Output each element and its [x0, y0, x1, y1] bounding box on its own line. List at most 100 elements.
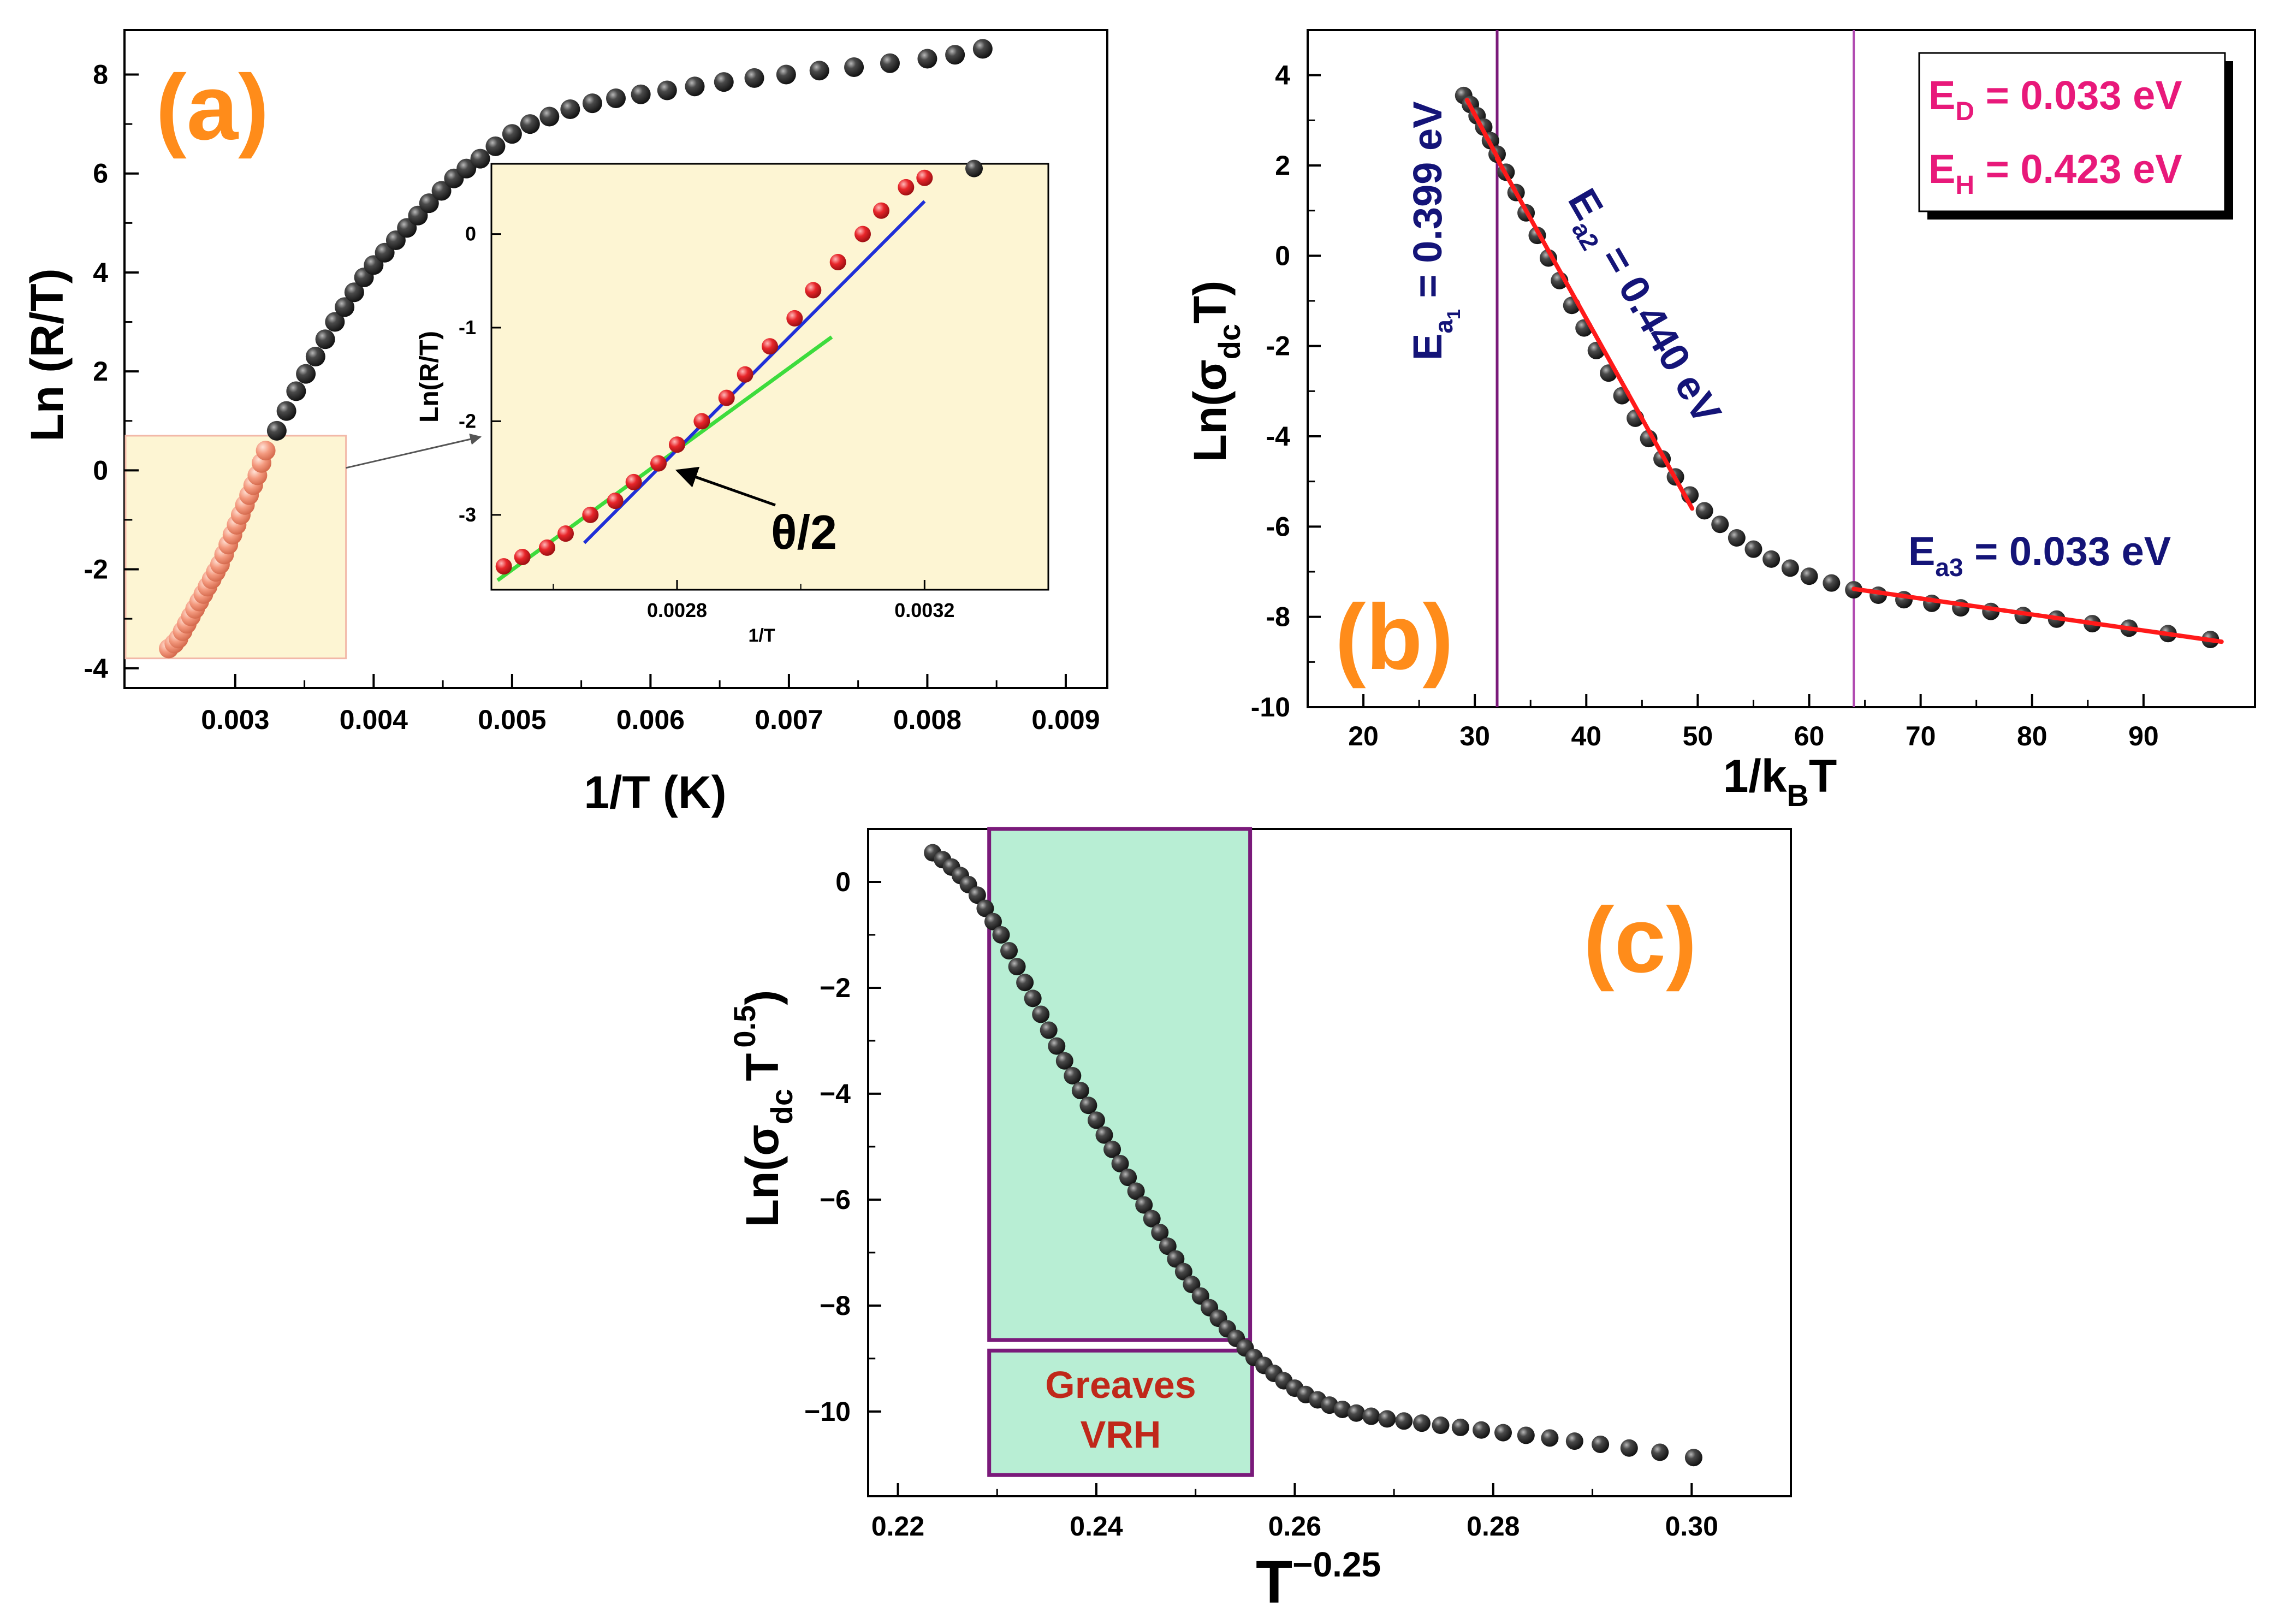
- panel-a-data-point: [945, 45, 965, 65]
- panel-a-data-point: [325, 312, 345, 332]
- panel-b-y-axis-label: Ln(σdcT): [1184, 281, 1247, 463]
- inset-points: [495, 159, 983, 575]
- inset-data-point: [495, 558, 512, 575]
- panel-a-x-tick-label: 0.003: [201, 704, 269, 735]
- panel-a-data-point: [744, 68, 764, 88]
- panel-c-data-point: [1087, 1111, 1105, 1129]
- panel-b-fit-lines: [1464, 98, 2224, 644]
- panel-c-data-point: [1362, 1407, 1380, 1425]
- inset-y-tick-label: -1: [459, 316, 476, 339]
- panel-a-y-tick-label: -2: [84, 554, 108, 585]
- legend-eh-text: EH = 0.423 eV: [1928, 146, 2182, 200]
- inset-x-tick-label: 0.0028: [647, 599, 707, 621]
- vrh-label-line1: Greaves: [1045, 1364, 1196, 1406]
- inset-data-point: [514, 549, 531, 565]
- panel-c-ticks: 0.22 0.24 0.26 0.28 0.30 −10 −8 −6 −4 −2 0: [804, 867, 1718, 1542]
- ea3-annotation: Ea3 = 0.033 eV: [1908, 529, 2171, 582]
- vrh-label-box: [987, 1348, 1254, 1477]
- legend-ed-text: ED = 0.033 eV: [1928, 73, 2182, 126]
- panel-a-y-tick-label: 0: [93, 455, 108, 485]
- panel-c-x-tick-label: 0.26: [1268, 1511, 1321, 1542]
- panel-c-data-point: [1135, 1196, 1153, 1214]
- panel-c-data-point: [1111, 1154, 1129, 1172]
- panel-b-data-point: [1762, 550, 1781, 568]
- theta-arrow: [675, 466, 776, 507]
- panel-a-label: (a): [156, 56, 269, 159]
- panel-a-data-point: [256, 441, 276, 461]
- panel-c-data-point: [1119, 1169, 1137, 1187]
- panel-a-y-axis-label: Ln (R/T): [21, 268, 73, 441]
- inset-data-point: [916, 169, 933, 186]
- panel-b-y-tick-label: -6: [1266, 511, 1290, 542]
- panel-c-data-point: [1395, 1412, 1413, 1430]
- inset-data-point: [786, 310, 803, 327]
- panel-c-data-point: [1008, 958, 1026, 976]
- panel-c-data-point: [1651, 1443, 1669, 1461]
- panel-b-data-point: [1744, 540, 1762, 558]
- inset-data-point: [607, 493, 624, 509]
- vrh-region: [987, 827, 1253, 1342]
- panel-a-y-tick-label: 4: [93, 257, 108, 288]
- panel-b-data-point: [1800, 567, 1818, 585]
- panel-c-x-tick-label: 0.24: [1070, 1511, 1123, 1542]
- inset-data-point: [873, 202, 889, 219]
- panel-b-red-fit-line: [1851, 586, 2224, 644]
- panel-b-x-tick-label: 60: [1794, 721, 1825, 751]
- panel-b-label: (b): [1335, 585, 1453, 689]
- panel-c-x-tick-label: 0.28: [1467, 1511, 1520, 1542]
- inset-y-tick-label: -3: [459, 503, 476, 526]
- panel-b-red-fit-line: [1464, 98, 1502, 163]
- panel-c-data-point: [1071, 1082, 1089, 1100]
- panel-c-data-point: [1127, 1182, 1145, 1200]
- panel-a-data-point: [431, 181, 452, 201]
- panel-b-y-tick-label: -4: [1266, 421, 1291, 452]
- panel-b-data-point: [1728, 529, 1746, 547]
- panel-c-y-tick-label: −10: [804, 1396, 851, 1427]
- panel-a: 0.003 0.004 0.005 0.006 0.007 0.008 0.009-4-20…: [21, 29, 1108, 818]
- panel-b-y-tick-label: 4: [1275, 60, 1290, 91]
- panel-c-data-point: [1143, 1210, 1161, 1228]
- panel-b-x-tick-label: 80: [2017, 721, 2047, 751]
- panel-c-data-point: [1159, 1237, 1177, 1255]
- inset-ticks: 0.0028 0.0032 -3 -2 -1 0: [459, 223, 954, 621]
- panel-a-data-point: [485, 136, 506, 156]
- panel-a-data-point: [917, 49, 937, 69]
- inset-data-point: [693, 413, 710, 430]
- panel-c-x-axis-label: T−0.25: [1256, 1545, 1381, 1616]
- inset-x-tick-label: 0.0032: [894, 599, 954, 621]
- panel-c-data-point: [1016, 974, 1034, 992]
- panel-b-x-axis-label: 1/kBT: [1723, 750, 1837, 813]
- panel-c-x-tick-label: 0.22: [871, 1511, 924, 1542]
- panel-c-data-point: [1451, 1418, 1469, 1436]
- inset-extra-point: [965, 159, 983, 177]
- panel-b-red-fit-line: [1495, 156, 1695, 511]
- panel-c-data-point: [1024, 989, 1042, 1007]
- panel-b-data-point: [1823, 574, 1841, 592]
- inset-data-point: [669, 436, 685, 453]
- panel-b-x-tick-label: 50: [1683, 721, 1713, 751]
- theta-half-label: θ/2: [771, 505, 837, 559]
- panel-a-data-point: [502, 124, 522, 144]
- panel-b-x-tick-label: 20: [1348, 721, 1379, 751]
- panel-c-data-point: [1565, 1432, 1583, 1450]
- panel-c-data-point: [1592, 1435, 1610, 1453]
- inset-y-tick-label: 0: [465, 223, 476, 245]
- inset-data-point: [625, 473, 642, 490]
- panel-a-x-tick-label: 0.007: [755, 704, 823, 735]
- inset-data-point: [650, 455, 667, 472]
- panel-a-data-point: [419, 193, 439, 214]
- panel-a-y-tick-label: -4: [84, 653, 109, 684]
- panel-b-y-tick-label: -8: [1266, 602, 1290, 632]
- panel-c-data-point: [1413, 1414, 1431, 1432]
- panel-c-data-point: [976, 899, 994, 917]
- panel-c-data-point: [1032, 1005, 1050, 1023]
- panel-a-ticks: 0.003 0.004 0.005 0.006 0.007 0.008 0.009-4-20…: [84, 60, 1100, 735]
- panel-a-data-point: [809, 61, 829, 81]
- panel-c-y-tick-label: 0: [835, 867, 851, 897]
- panel-a-data-point: [276, 401, 296, 421]
- inset-data-point: [737, 366, 753, 383]
- panel-c-data-point: [1541, 1429, 1559, 1447]
- panel-a-data-point: [266, 420, 287, 441]
- panel-c-data-point: [1333, 1400, 1351, 1418]
- panel-b-y-tick-label: -2: [1266, 331, 1290, 361]
